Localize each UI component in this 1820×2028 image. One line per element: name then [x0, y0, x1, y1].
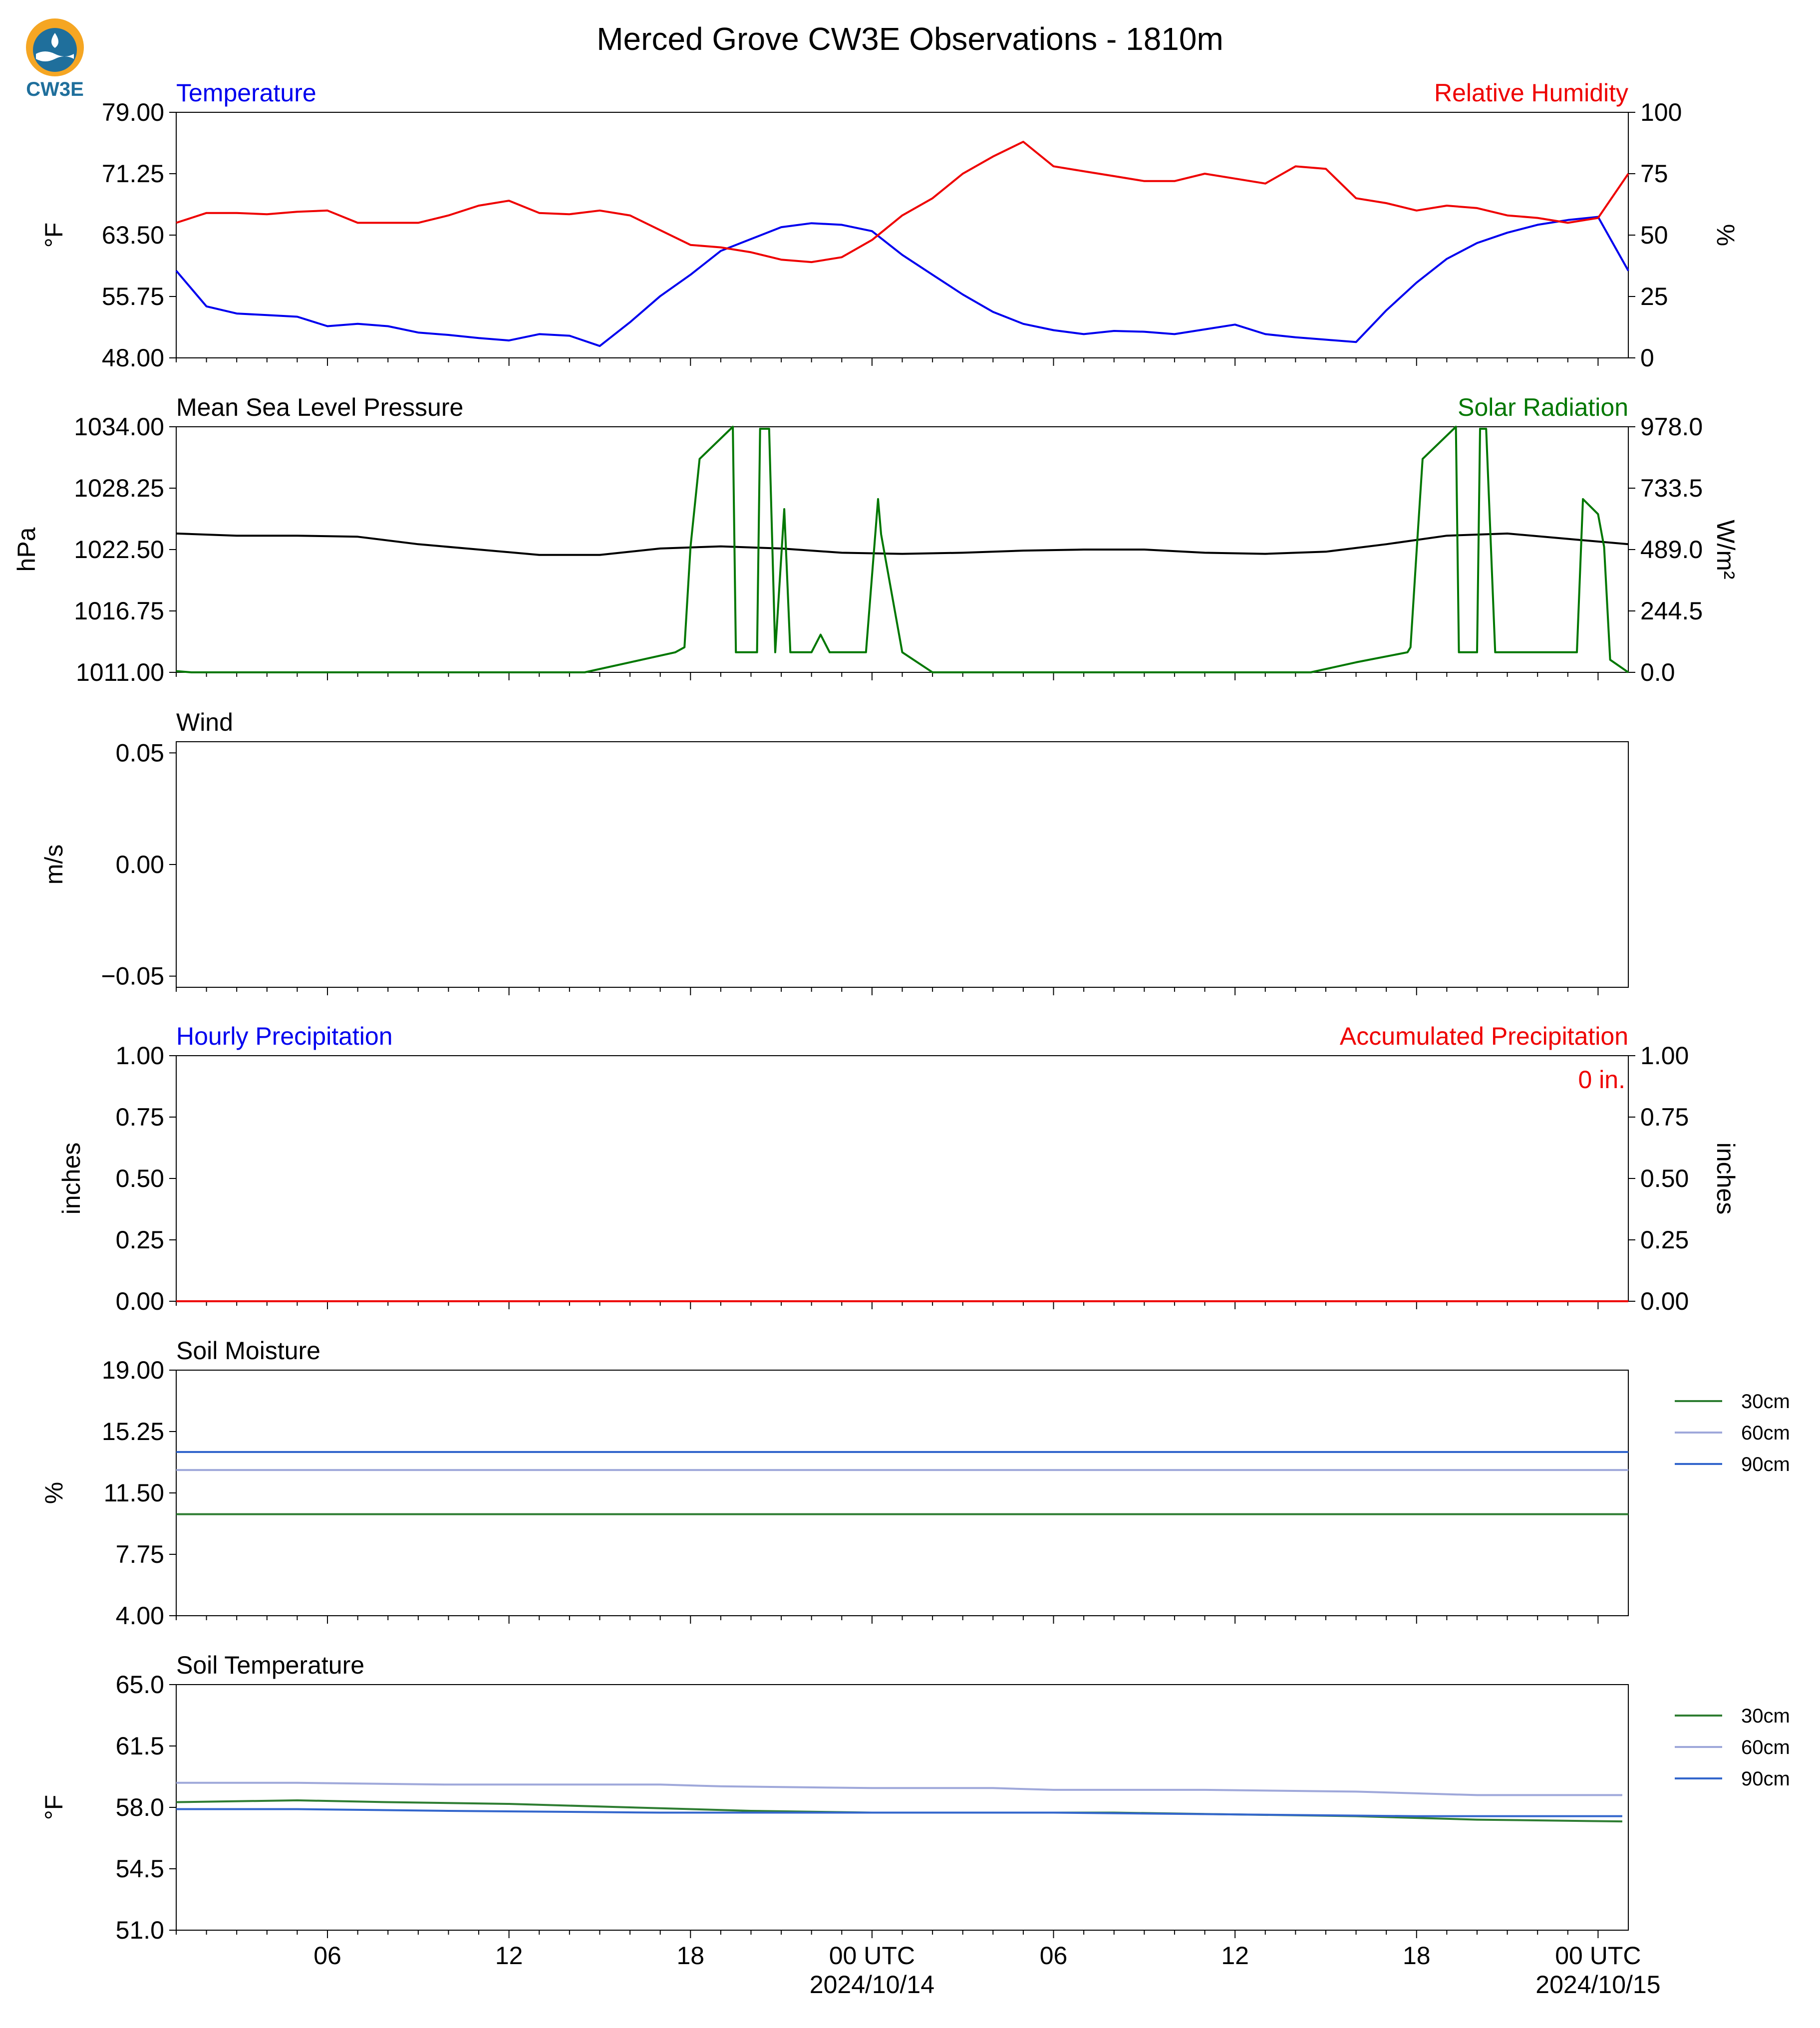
x-date-label: 2024/10/15 [1535, 1971, 1660, 1999]
y-axis-label: hPa [12, 527, 40, 572]
y-tick-label: 1034.00 [74, 413, 164, 441]
y-tick-label: 4.00 [116, 1602, 164, 1630]
y-right-tick-label: 0.75 [1640, 1103, 1689, 1131]
y-axis-label: °F [40, 1795, 68, 1820]
accumulated-total: 0 in. [1578, 1066, 1625, 1094]
x-date-label: 2024/10/14 [810, 1971, 934, 1999]
series-line-solar-radiation [176, 426, 1629, 673]
x-tick-label: 00 UTC [1555, 1942, 1641, 1970]
x-tick-label: 00 UTC [829, 1942, 915, 1970]
y-right-tick-label: 1.00 [1640, 1042, 1689, 1070]
panel-title: Hourly Precipitation [176, 1022, 393, 1050]
y-axis-label: inches [57, 1143, 85, 1215]
y-tick-label: 1.00 [116, 1042, 164, 1070]
y-tick-label: 48.00 [102, 344, 164, 372]
legend-label: 60cm [1741, 1422, 1790, 1444]
panel-pres_solar: Mean Sea Level Pressure Solar Radiation 10… [12, 393, 1740, 686]
legend-label: 30cm [1741, 1705, 1790, 1727]
y-right-tick-label: 0.25 [1640, 1226, 1689, 1254]
y-tick-label: 0.25 [116, 1226, 164, 1254]
y-tick-label: 15.25 [102, 1418, 164, 1446]
y-right-tick-label: 489.0 [1640, 536, 1703, 564]
panel-right-title: Solar Radiation [1458, 393, 1628, 421]
y-right-tick-label: 733.5 [1640, 474, 1703, 502]
y-right-tick-label: 978.0 [1640, 413, 1703, 441]
y-right-tick-label: 0.50 [1640, 1164, 1689, 1192]
y-tick-label: 0.75 [116, 1103, 164, 1131]
y-right-tick-label: 0.00 [1640, 1287, 1689, 1315]
series-line-90cm [176, 1808, 1622, 1817]
y-tick-label: 58.0 [116, 1793, 164, 1821]
y-tick-label: 1028.25 [74, 474, 164, 502]
y-right-tick-label: 25 [1640, 283, 1668, 310]
y-tick-label: 79.00 [102, 98, 164, 126]
y-right-axis-label: W/m² [1712, 520, 1740, 579]
panel-precip: Hourly Precipitation Accumulated Precipit… [57, 1022, 1740, 1315]
x-tick-label: 06 [313, 1942, 341, 1970]
panel-title: Temperature [176, 79, 316, 107]
y-tick-label: 51.0 [116, 1916, 164, 1944]
chart-panels: Temperature Relative Humidity 48.00 55.75 63… [12, 79, 1790, 1999]
y-tick-label: 1016.75 [74, 597, 164, 625]
panel-temp_rh: Temperature Relative Humidity 48.00 55.75 63… [40, 79, 1740, 372]
y-tick-label: 0.05 [116, 739, 164, 767]
panel-wind: Wind −0.05 0.00 0.05 m/s [40, 708, 1629, 995]
y-tick-label: 0.00 [116, 851, 164, 878]
y-right-axis-label: % [1712, 224, 1740, 246]
panel-title: Soil Temperature [176, 1651, 364, 1679]
series-line-temperature [175, 216, 1629, 347]
panel-right-title: Accumulated Precipitation [1340, 1022, 1628, 1050]
y-tick-label: 19.00 [102, 1356, 164, 1384]
y-right-tick-label: 244.5 [1640, 597, 1703, 625]
y-tick-label: 1011.00 [76, 658, 164, 686]
series-line-mean-sea-level-pressure [176, 532, 1629, 556]
y-right-tick-label: 0.0 [1640, 658, 1675, 686]
y-tick-label: 1022.50 [74, 536, 164, 564]
y-tick-label: 71.25 [102, 160, 164, 188]
y-axis-label: % [40, 1482, 68, 1504]
legend-label: 30cm [1741, 1391, 1790, 1413]
y-tick-label: 61.5 [116, 1732, 164, 1760]
logo-text: CW3E [26, 78, 84, 100]
panel-right-title: Relative Humidity [1434, 79, 1628, 107]
y-tick-label: 0.50 [116, 1164, 164, 1192]
y-tick-label: −0.05 [101, 962, 164, 990]
series-line-60cm [176, 1781, 1622, 1796]
y-tick-label: 55.75 [102, 283, 164, 310]
panel-soil_temp: Soil Temperature 51.0 54.5 58.0 61.5 65.0 °F 30… [40, 1651, 1790, 1999]
y-right-tick-label: 100 [1640, 98, 1682, 126]
y-tick-label: 65.0 [116, 1671, 164, 1699]
x-tick-label: 12 [495, 1942, 523, 1970]
y-right-tick-label: 0 [1640, 344, 1654, 372]
cw3e-logo: CW3E [26, 18, 84, 100]
y-tick-label: 0.00 [116, 1287, 164, 1315]
x-tick-label: 18 [676, 1942, 704, 1970]
x-tick-label: 18 [1403, 1942, 1431, 1970]
y-right-tick-label: 50 [1640, 221, 1668, 249]
legend-label: 90cm [1741, 1453, 1790, 1475]
y-right-axis-label: inches [1712, 1143, 1740, 1215]
y-tick-label: 11.50 [104, 1479, 164, 1507]
legend-label: 90cm [1741, 1768, 1790, 1790]
y-axis-label: °F [40, 223, 68, 248]
x-tick-label: 06 [1040, 1942, 1068, 1970]
figure-title: Merced Grove CW3E Observations - 1810m [597, 21, 1223, 57]
panel-title: Mean Sea Level Pressure [176, 393, 463, 421]
legend-label: 60cm [1741, 1737, 1790, 1758]
panel-title: Wind [176, 708, 233, 736]
y-tick-label: 63.50 [102, 221, 164, 249]
series-line-relative-humidity [176, 141, 1629, 264]
y-right-tick-label: 75 [1640, 160, 1668, 188]
y-tick-label: 54.5 [116, 1855, 164, 1883]
panel-soil_moisture: Soil Moisture 4.00 7.75 11.50 15.25 19.00% 30c… [40, 1337, 1790, 1630]
x-tick-label: 12 [1221, 1942, 1249, 1970]
y-tick-label: 7.75 [116, 1540, 164, 1568]
y-axis-label: m/s [40, 845, 68, 885]
panel-title: Soil Moisture [176, 1337, 320, 1365]
